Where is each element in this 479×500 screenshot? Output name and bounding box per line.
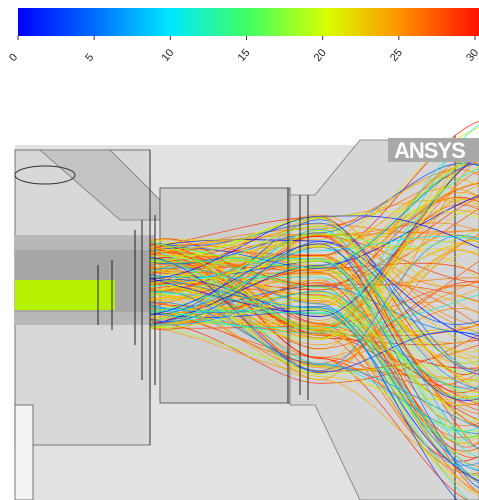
logo: ANSYS — [394, 138, 465, 163]
geometry — [15, 135, 479, 500]
tick-label: 30 — [464, 47, 479, 64]
simulation-view: 0 5 10 15 20 25 30 ANSYS — [0, 0, 479, 500]
colorbar — [18, 8, 479, 36]
tick-label: 10 — [159, 47, 176, 64]
tick-label: 0 — [7, 52, 20, 64]
colorbar-ticks: 0 5 10 15 20 25 30 — [7, 36, 479, 64]
tick-label: 20 — [312, 47, 329, 64]
tick-label: 5 — [83, 52, 96, 64]
tick-label: 15 — [236, 47, 253, 64]
tick-label: 25 — [388, 47, 405, 64]
